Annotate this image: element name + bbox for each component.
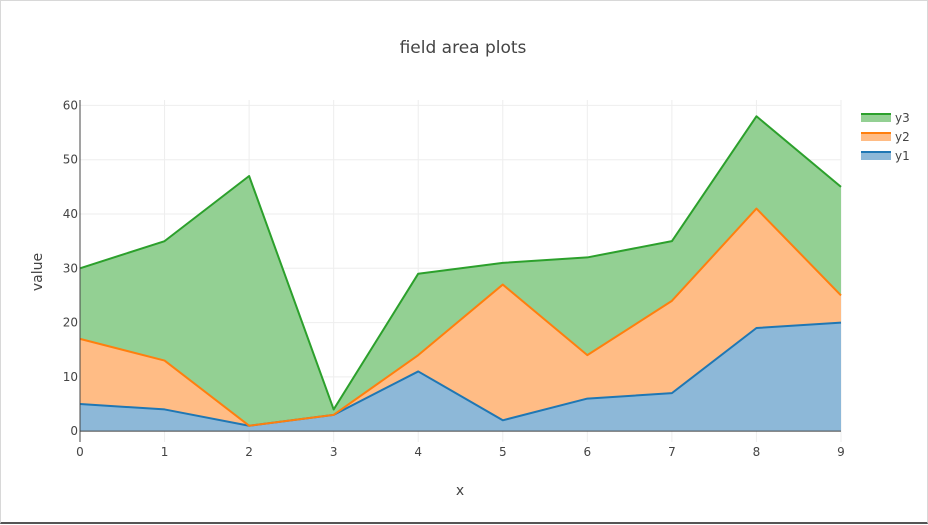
y-tick-label: 30 bbox=[63, 261, 78, 275]
x-tick-label: 4 bbox=[414, 445, 422, 459]
area-y2 bbox=[80, 208, 841, 426]
legend-swatch bbox=[861, 133, 891, 141]
x-tick-label: 6 bbox=[584, 445, 592, 459]
y-axis-title: value bbox=[30, 253, 46, 291]
chart-title: field area plots bbox=[400, 38, 527, 58]
legend-item-y1[interactable]: y1 bbox=[861, 149, 910, 163]
legend-item-y2[interactable]: y2 bbox=[861, 130, 910, 144]
line-y2 bbox=[79, 207, 842, 427]
legend[interactable]: y3 y2 y1 bbox=[861, 111, 910, 163]
legend-label: y2 bbox=[895, 130, 910, 144]
y-tick-label: 40 bbox=[63, 207, 78, 221]
y-tick-label: 0 bbox=[70, 424, 78, 438]
line-y1 bbox=[79, 321, 842, 427]
x-tick-label: 3 bbox=[330, 445, 338, 459]
legend-swatch bbox=[861, 114, 891, 122]
y-tick-label: 60 bbox=[63, 98, 78, 112]
area-y3 bbox=[80, 116, 841, 426]
area-series-group bbox=[80, 116, 841, 432]
legend-item-y3[interactable]: y3 bbox=[861, 111, 910, 125]
x-axis-title: x bbox=[456, 483, 464, 499]
y-tick-label: 50 bbox=[63, 153, 78, 167]
area-y1 bbox=[80, 322, 841, 432]
legend-label: y3 bbox=[895, 111, 910, 125]
x-tick-label: 5 bbox=[499, 445, 507, 459]
legend-label: y1 bbox=[895, 149, 910, 163]
x-tick-label: 2 bbox=[245, 445, 253, 459]
x-tick-label: 9 bbox=[837, 445, 845, 459]
legend-swatch bbox=[861, 152, 891, 160]
tick-labels: 0 10 20 30 40 50 60 0 1 2 3 4 5 6 7 8 9 bbox=[63, 98, 845, 459]
x-tick-label: 0 bbox=[76, 445, 84, 459]
x-tick-label: 8 bbox=[753, 445, 761, 459]
y-tick-label: 20 bbox=[63, 316, 78, 330]
line-y3 bbox=[79, 115, 842, 411]
line-series-group bbox=[79, 115, 842, 427]
x-tick-label: 1 bbox=[161, 445, 169, 459]
axes bbox=[79, 100, 841, 442]
x-tick-label: 7 bbox=[668, 445, 676, 459]
y-tick-label: 10 bbox=[63, 370, 78, 384]
